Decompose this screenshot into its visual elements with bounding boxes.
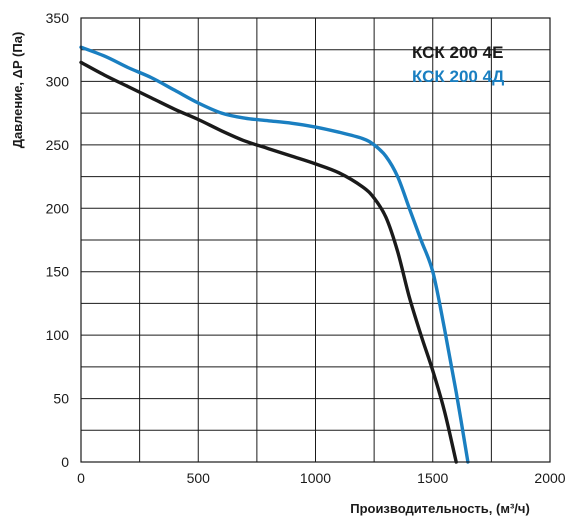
y-tick-label: 200 bbox=[46, 200, 70, 216]
y-tick-label: 250 bbox=[46, 137, 70, 153]
y-tick-label: 50 bbox=[53, 391, 69, 407]
legend-entry-ksk-200-4e: КСК 200 4Е bbox=[412, 43, 503, 62]
y-tick-label: 0 bbox=[61, 454, 69, 470]
y-tick-label: 350 bbox=[46, 10, 70, 26]
plot-border bbox=[80, 17, 551, 463]
series-line-1 bbox=[79, 60, 458, 464]
legend-entry-ksk-200-4d: КСК 200 4Д bbox=[412, 67, 504, 86]
x-axis-label: Производительность, (м³/ч) bbox=[350, 501, 530, 516]
legend: КСК 200 4Е КСК 200 4Д bbox=[412, 43, 504, 86]
y-axis-label: Давление, ΔP (Па) bbox=[10, 32, 25, 149]
series-line-2 bbox=[79, 45, 470, 464]
x-tick-label: 1000 bbox=[300, 470, 331, 486]
y-tick-label: 150 bbox=[46, 264, 70, 280]
grid bbox=[81, 18, 550, 462]
tick-labels: 0 500 1000 1500 2000 0 50 100 150 200 250 300 350 bbox=[46, 10, 566, 486]
x-tick-label: 500 bbox=[187, 470, 211, 486]
series-lines bbox=[79, 45, 470, 464]
x-tick-label: 2000 bbox=[534, 470, 565, 486]
y-tick-label: 100 bbox=[46, 327, 70, 343]
y-tick-label: 300 bbox=[46, 73, 70, 89]
x-tick-label: 1500 bbox=[417, 470, 448, 486]
x-tick-label: 0 bbox=[77, 470, 85, 486]
